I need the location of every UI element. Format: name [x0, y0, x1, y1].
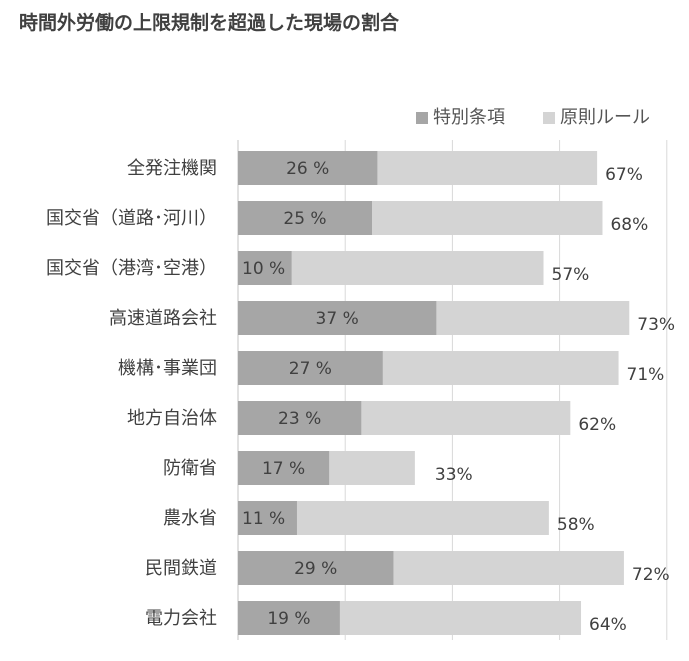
data-label-gensoku: 58% [557, 515, 595, 535]
bar-tokubetsu-joko [238, 151, 378, 185]
data-label-tokubetsu: 27 % [289, 359, 332, 379]
category-label: 高速道路会社 [109, 308, 217, 329]
data-label-gensoku: 67% [605, 165, 643, 185]
bar-tokubetsu-joko [238, 451, 330, 485]
bar-tokubetsu-joko [238, 401, 362, 435]
data-label-gensoku: 57% [552, 265, 590, 285]
data-label-tokubetsu: 10 % [242, 259, 285, 279]
category-label: 機構･事業団 [118, 358, 217, 379]
data-label-gensoku: 73% [637, 315, 675, 335]
bar-tokubetsu-joko [238, 551, 394, 585]
bar-tokubetsu-joko [238, 501, 297, 535]
data-label-gensoku: 68% [610, 215, 648, 235]
data-label-tokubetsu: 17 % [262, 459, 305, 479]
data-label-tokubetsu: 26 % [286, 159, 329, 179]
bar-tokubetsu-joko [238, 351, 383, 385]
data-label-tokubetsu: 37 % [316, 309, 359, 329]
data-label-gensoku: 64% [589, 615, 627, 635]
data-label-gensoku: 33% [435, 465, 473, 485]
category-label: 防衛省 [163, 458, 217, 479]
bar-tokubetsu-joko [238, 251, 292, 285]
data-label-tokubetsu: 29 % [294, 559, 337, 579]
category-label: 地方自治体 [127, 408, 217, 429]
legend-label-tokubetsu: 特別条項 [433, 107, 505, 128]
data-label-tokubetsu: 19 % [267, 609, 310, 629]
bar-tokubetsu-joko [238, 201, 372, 235]
category-label: 国交省（道路･河川） [46, 208, 217, 229]
data-label-gensoku: 72% [632, 565, 670, 585]
category-label: 民間鉄道 [145, 558, 217, 579]
chart-title: 時間外労働の上限規制を超過した現場の割合 [19, 12, 400, 34]
category-label: 農水省 [163, 508, 217, 529]
category-label: 電力会社 [145, 608, 217, 629]
legend-swatch-tokubetsu [416, 112, 428, 124]
data-label-tokubetsu: 11 % [242, 509, 285, 529]
legend-swatch-gensoku [543, 112, 555, 124]
legend-label-gensoku: 原則ルール [560, 107, 650, 128]
data-label-tokubetsu: 25 % [283, 209, 326, 229]
bar-tokubetsu-joko [238, 601, 340, 635]
category-label: 国交省（港湾･空港） [46, 258, 217, 279]
data-label-gensoku: 62% [578, 415, 616, 435]
category-label: 全発注機関 [127, 158, 217, 179]
data-label-gensoku: 71% [627, 365, 665, 385]
bar-tokubetsu-joko [238, 301, 437, 335]
data-label-tokubetsu: 23 % [278, 409, 321, 429]
